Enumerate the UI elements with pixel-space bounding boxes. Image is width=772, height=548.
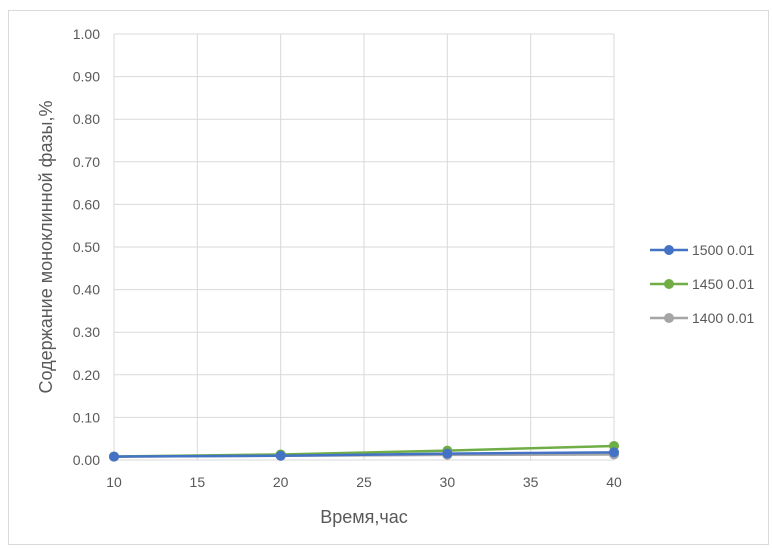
legend-swatch-marker: [664, 245, 674, 255]
y-tick-label: 0.90: [73, 69, 100, 85]
x-tick-label: 10: [106, 474, 122, 490]
legend-entry: 1400 0.01: [650, 310, 754, 326]
data-point: [442, 448, 453, 459]
x-tick-label: 35: [523, 474, 539, 490]
x-tick-label: 15: [190, 474, 206, 490]
y-tick-label: 1.00: [73, 26, 100, 42]
legend-entry: 1500 0.01: [650, 242, 754, 258]
legend: 1500 0.01 1450 0.01 1400 0.01: [650, 242, 754, 326]
y-tick-label: 0.20: [73, 367, 100, 383]
y-tick-label: 0.60: [73, 196, 100, 212]
legend-label: 1450 0.01: [692, 276, 754, 292]
gridlines: [113, 33, 615, 461]
y-tick-label: 0.00: [73, 452, 100, 468]
y-axis-title: Содержание моноклинной фазы,%: [36, 101, 56, 394]
legend-label: 1400 0.01: [692, 310, 754, 326]
y-tick-label: 0.80: [73, 111, 100, 127]
series-line: [113, 451, 615, 458]
data-point: [609, 447, 619, 458]
x-tick-label: 25: [356, 474, 372, 490]
x-tick-label: 40: [606, 474, 622, 490]
legend-entry: 1450 0.01: [650, 276, 754, 292]
data-point: [109, 451, 119, 462]
y-tick-label: 0.50: [73, 239, 100, 255]
x-axis-title: Время,час: [320, 507, 408, 527]
y-tick-label: 0.40: [73, 282, 100, 298]
y-tick-label: 0.70: [73, 154, 100, 170]
x-tick-label: 20: [273, 474, 289, 490]
series-1500-0-01: [109, 447, 619, 462]
y-tick-label: 0.10: [73, 409, 100, 425]
legend-swatch-marker: [664, 313, 674, 323]
legend-label: 1500 0.01: [692, 242, 754, 258]
x-axis-ticks: 10 15 20 25 30 35 40: [106, 474, 622, 490]
y-tick-label: 0.30: [73, 324, 100, 340]
series-layer: [109, 440, 619, 462]
data-point: [275, 450, 286, 461]
x-tick-label: 30: [440, 474, 456, 490]
y-axis-ticks: 0.00 0.10 0.20 0.30 0.40 0.50 0.60 0.70 0.80 0.90…: [73, 26, 100, 468]
legend-swatch-marker: [664, 279, 674, 289]
